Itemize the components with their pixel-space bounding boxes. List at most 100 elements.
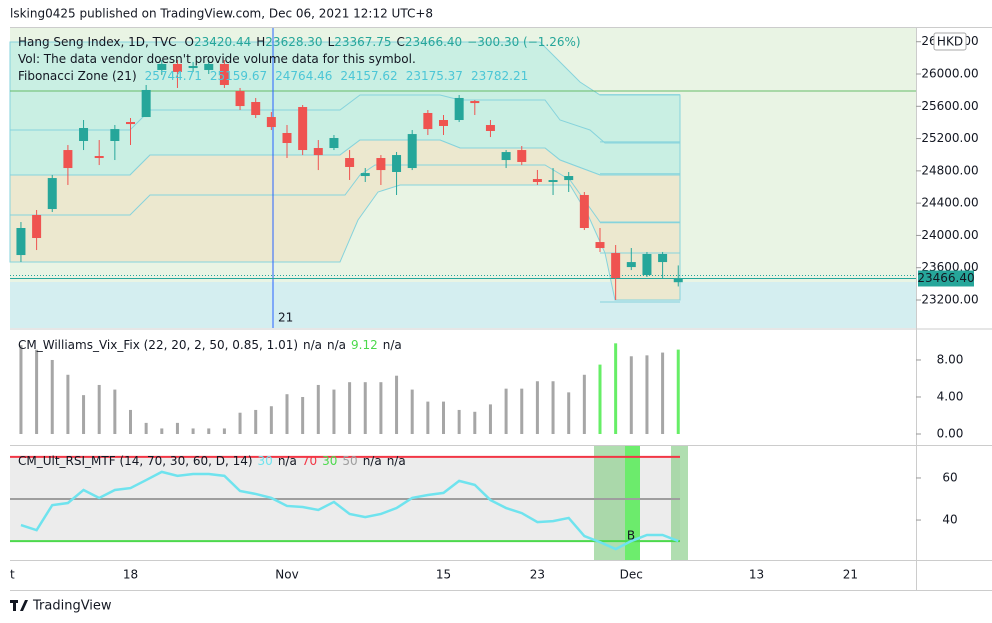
bar	[535, 381, 539, 434]
bar	[207, 428, 211, 434]
y-tick-label: 24400.00	[921, 196, 978, 210]
legend-item: Fibonacci Zone (21)	[18, 69, 137, 83]
candle-body	[32, 215, 42, 239]
candle-body	[595, 242, 605, 249]
bar	[551, 381, 555, 434]
bar	[269, 406, 273, 434]
legend-item: 30	[322, 454, 337, 468]
candle-body	[251, 102, 261, 116]
bar	[35, 349, 39, 434]
candle-body	[579, 194, 589, 228]
candle-body	[485, 125, 495, 131]
candle-body	[345, 158, 355, 167]
legend-item: n/a	[327, 338, 346, 352]
y-tick-label: 40	[942, 513, 957, 527]
y-tick-label: 26000.00	[921, 67, 978, 81]
bar	[504, 388, 508, 434]
candle-body	[392, 155, 402, 172]
candle-body	[329, 138, 339, 149]
bar	[316, 384, 320, 434]
currency-label: HKD	[937, 35, 963, 49]
legend-item: n/a	[303, 338, 322, 352]
legend-item: n/a	[387, 454, 406, 468]
bar	[488, 404, 492, 434]
candle-body	[172, 63, 182, 72]
legend-item: 25744.71	[145, 69, 202, 83]
candle-body	[673, 278, 683, 283]
y-tick-label: 4.00	[937, 389, 964, 403]
candle-body	[564, 176, 574, 181]
below-price-background	[10, 282, 916, 328]
bar	[614, 343, 618, 434]
candle-body	[360, 173, 370, 177]
legend: CM_Ult_RSI_MTF (14, 70, 30, 60, D, 14) 30…	[18, 454, 406, 468]
legend-item: 23175.37	[406, 69, 463, 83]
legend-item: n/a	[278, 454, 297, 468]
legend: Vol: The data vendor doesn't provide vol…	[18, 52, 416, 66]
candle-body	[313, 148, 323, 156]
fib-lower-zone	[9, 139, 681, 301]
legend-item: 23420.44	[194, 35, 251, 49]
legend-item: Vol: The data vendor doesn't provide vol…	[18, 52, 416, 66]
candle-body	[188, 66, 198, 69]
legend-item: CM_Williams_Vix_Fix (22, 20, 2, 50, 0.85…	[18, 338, 298, 352]
bar	[50, 359, 54, 434]
bar	[97, 384, 101, 434]
bar	[379, 382, 383, 434]
y-tick-label: 60	[942, 470, 957, 484]
rsi-line	[20, 470, 679, 551]
candle-body	[501, 152, 511, 161]
candle-body	[376, 158, 386, 171]
legend-item: 50	[342, 454, 357, 468]
candle-body	[626, 262, 636, 268]
bar	[473, 411, 477, 434]
candle-body	[79, 128, 89, 141]
candle-body	[235, 91, 245, 107]
y-tick-label: 8.00	[937, 352, 964, 366]
bar	[19, 345, 23, 434]
candle-body	[423, 112, 433, 130]
bar	[301, 396, 305, 434]
y-tick-label: 24000.00	[921, 228, 978, 242]
legend-item: 25159.67	[210, 69, 267, 83]
candle-body	[204, 63, 214, 70]
candle-body	[611, 253, 621, 279]
candle-body	[266, 117, 276, 128]
bar	[442, 401, 445, 434]
legend-item: CM_Ult_RSI_MTF (14, 70, 30, 60, D, 14)	[18, 454, 253, 468]
bar	[629, 356, 633, 434]
legend-item: O	[185, 35, 194, 49]
bar	[191, 428, 195, 434]
legend-item: 9.12	[351, 338, 378, 352]
candle-body	[548, 180, 558, 182]
candle-body	[219, 63, 229, 85]
legend-item: L	[328, 35, 335, 49]
legend-item: 23367.75	[334, 35, 391, 49]
legend-item: H	[256, 35, 265, 49]
signal-label: B	[627, 529, 635, 543]
bar	[285, 394, 289, 434]
bar	[129, 409, 132, 434]
bar	[457, 409, 461, 434]
legend-item: 70	[302, 454, 317, 468]
y-tick-label: 0.00	[937, 426, 964, 440]
candle-body	[658, 253, 668, 263]
bar	[254, 409, 258, 434]
bar	[238, 412, 242, 434]
price-box	[918, 270, 974, 287]
legend: Hang Seng Index, 1D, TVC O23420.44 H23628.…	[18, 35, 581, 49]
bar	[395, 375, 399, 434]
legend: CM_Williams_Vix_Fix (22, 20, 2, 50, 0.85…	[18, 338, 402, 352]
x-tick-label: 15	[436, 568, 451, 582]
candle-body	[63, 150, 73, 169]
y-tick-label: 23200.00	[921, 292, 978, 306]
bar	[582, 374, 586, 434]
bar	[332, 389, 336, 434]
x-tick-label: 13	[749, 568, 764, 582]
candle-body	[298, 107, 308, 151]
legend-item: −300.30 (−1.26%)	[467, 35, 580, 49]
x-tick-label: 21	[843, 568, 858, 582]
x-tick-label: Dec	[620, 568, 643, 582]
y-tick-label: 25600.00	[921, 99, 978, 113]
